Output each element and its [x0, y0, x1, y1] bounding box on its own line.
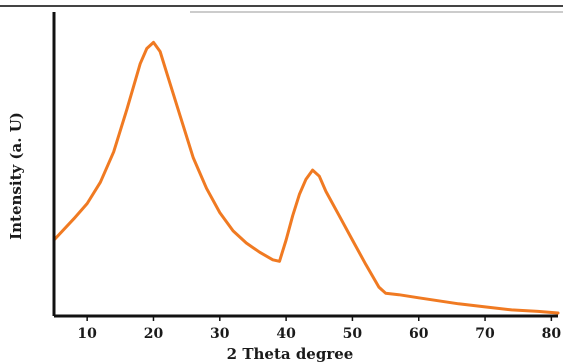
plot-area — [52, 40, 560, 315]
series-line-0 — [52, 40, 560, 315]
x-tick-label-0: 10 — [77, 326, 97, 342]
x-tick-label-5: 60 — [409, 326, 429, 342]
x-tick-label-7: 80 — [542, 326, 562, 342]
x-tick-label-6: 70 — [475, 326, 495, 342]
x-tick-label-1: 20 — [144, 326, 164, 342]
x-axis-title: 2 Theta degree — [227, 345, 354, 363]
y-axis-title: Intensity (a. U) — [7, 112, 25, 240]
x-tick-label-3: 40 — [276, 326, 296, 342]
x-tick-label-4: 50 — [343, 326, 363, 342]
axes — [52, 12, 558, 318]
x-ticks: 10 20 30 40 50 60 70 80 — [77, 316, 561, 342]
x-tick-label-2: 30 — [210, 326, 230, 342]
